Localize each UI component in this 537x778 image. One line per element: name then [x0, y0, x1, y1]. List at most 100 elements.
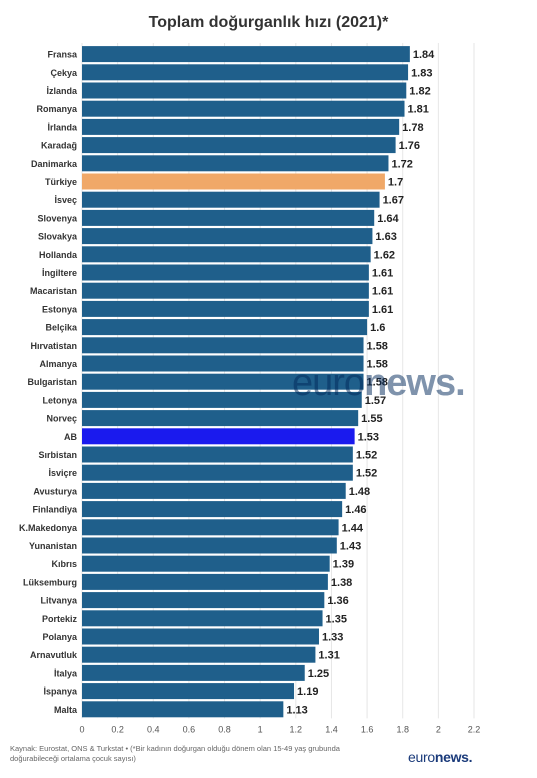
category-label: Romanya: [36, 104, 78, 114]
category-label: Litvanya: [40, 596, 78, 606]
category-label: Avusturya: [33, 486, 78, 496]
value-label: 1.31: [318, 650, 339, 662]
category-label: Fransa: [47, 50, 78, 60]
x-tick-label: 1.6: [361, 724, 374, 734]
bar: [82, 228, 373, 245]
x-tick-label: 0: [79, 724, 84, 734]
category-label: Belçika: [45, 323, 78, 333]
category-label: AB: [64, 432, 77, 442]
bar: [82, 701, 284, 718]
value-label: 1.58: [367, 340, 388, 352]
category-label: Polanya: [42, 632, 78, 642]
value-label: 1.55: [361, 413, 382, 425]
category-label: Slovakya: [38, 232, 78, 242]
logo-part1: euro: [408, 749, 435, 765]
bar: [82, 246, 371, 263]
x-tick-label: 1.2: [290, 724, 303, 734]
category-label: Malta: [54, 705, 78, 715]
bar: [82, 610, 323, 627]
bar: [82, 373, 364, 390]
category-label: İsveç: [54, 195, 77, 205]
bar: [82, 118, 400, 135]
bar: [82, 282, 369, 299]
bar: [82, 573, 328, 590]
value-label: 1.58: [367, 377, 388, 389]
bar: [82, 428, 355, 445]
bar: [82, 300, 369, 317]
value-label: 1.33: [322, 632, 343, 644]
category-label: Danimarka: [31, 159, 78, 169]
category-label: Sırbistan: [38, 450, 77, 460]
euronews-watermark: euronews.: [292, 362, 466, 405]
euronews-logo: euronews.: [408, 749, 473, 765]
value-label: 1.46: [345, 504, 366, 516]
x-tick-label: 1: [258, 724, 263, 734]
bar: [82, 137, 396, 154]
bar: [82, 646, 316, 663]
value-label: 1.39: [333, 559, 354, 571]
bar: [82, 64, 409, 81]
bar: [82, 209, 375, 226]
bar: [82, 446, 353, 463]
category-label: Bulgaristan: [27, 377, 77, 387]
watermark-part2: news.: [364, 362, 466, 404]
bar: [82, 410, 359, 427]
value-label: 1.61: [372, 268, 393, 280]
bar: [82, 155, 389, 172]
source-note: Kaynak: Eurostat, ONS & Turkstat • (*Bir…: [10, 744, 340, 763]
category-label: Yunanistan: [29, 541, 77, 551]
bar: [82, 683, 295, 700]
category-label: Letonya: [42, 395, 78, 405]
value-label: 1.61: [372, 286, 393, 298]
x-tick-label: 1.4: [325, 724, 338, 734]
bar: [82, 519, 339, 536]
chart-title: Toplam doğurganlık hızı (2021)*: [148, 14, 389, 31]
bar: [82, 46, 410, 63]
value-label: 1.44: [342, 522, 364, 534]
category-label: İsviçre: [48, 468, 77, 478]
value-label: 1.53: [358, 431, 379, 443]
value-label: 1.35: [326, 613, 347, 625]
value-label: 1.78: [402, 122, 423, 134]
value-label: 1.61: [372, 304, 393, 316]
category-label: Hırvatistan: [30, 341, 77, 351]
bar: [82, 555, 330, 572]
category-label: Hollanda: [39, 250, 78, 260]
value-label: 1.43: [340, 541, 361, 553]
bar: [82, 355, 364, 372]
value-label: 1.57: [365, 395, 386, 407]
value-label: 1.6: [370, 322, 385, 334]
bar: [82, 337, 364, 354]
value-label: 1.81: [408, 104, 429, 116]
value-label: 1.67: [383, 195, 404, 207]
category-label: Estonya: [42, 304, 78, 314]
category-label: Türkiye: [45, 177, 77, 187]
value-label: 1.25: [308, 668, 329, 680]
x-tick-label: 0.4: [147, 724, 160, 734]
category-label: Slovenya: [37, 213, 78, 223]
category-label: İspanya: [43, 687, 78, 697]
bar: [82, 82, 407, 99]
x-tick-label: 2.2: [468, 724, 481, 734]
x-tick-label: 0.8: [218, 724, 231, 734]
bar: [82, 319, 368, 336]
value-label: 1.7: [388, 177, 403, 189]
bar: [82, 264, 369, 281]
category-label: Norveç: [46, 414, 77, 424]
category-label: Portekiz: [42, 614, 78, 624]
bar: [82, 391, 362, 408]
value-label: 1.83: [411, 67, 432, 79]
bar: [82, 173, 385, 190]
value-label: 1.62: [374, 249, 395, 261]
logo-part2: news.: [434, 749, 473, 765]
value-label: 1.72: [391, 158, 412, 170]
value-label: 1.52: [356, 468, 377, 480]
value-label: 1.84: [413, 49, 435, 61]
bar: [82, 537, 337, 554]
value-label: 1.76: [399, 140, 420, 152]
x-tick-label: 2: [436, 724, 441, 734]
watermark-part1: euro: [292, 362, 365, 404]
value-label: 1.48: [349, 486, 370, 498]
bar: [82, 592, 325, 609]
